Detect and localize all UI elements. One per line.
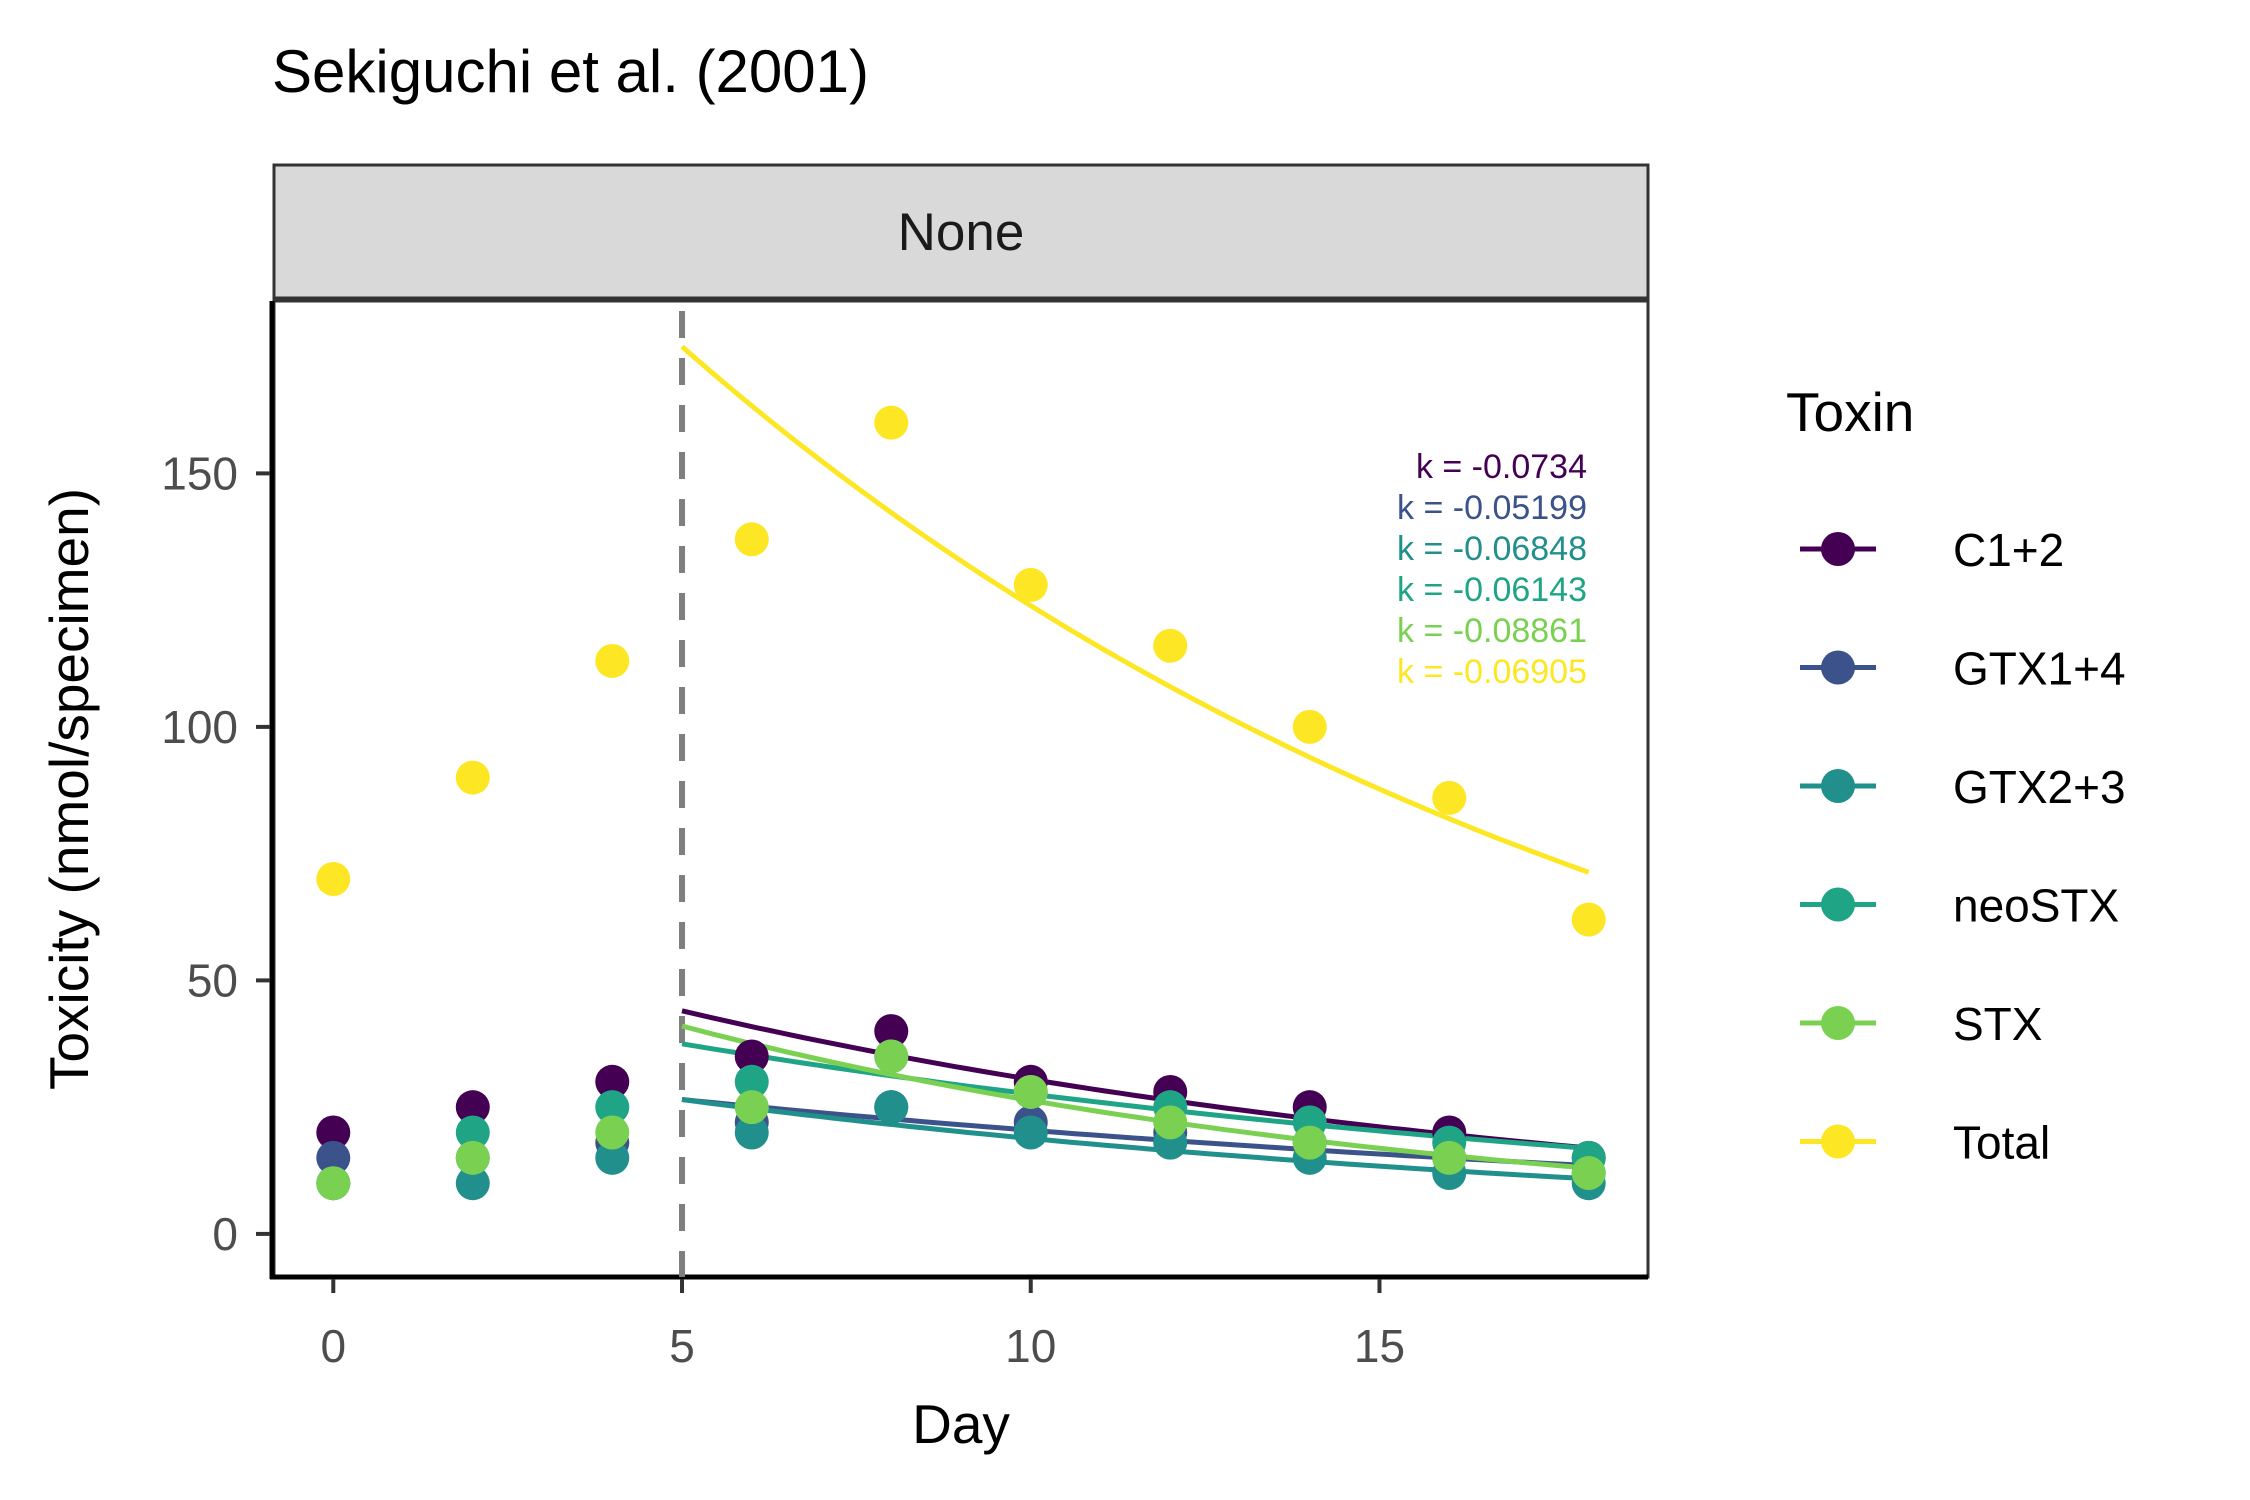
legend-label: Total: [1953, 1117, 2050, 1169]
point-Total: [734, 522, 769, 557]
x-tick-label: 5: [669, 1320, 695, 1372]
point-STX: [874, 1039, 909, 1074]
legend-label: GTX1+4: [1953, 643, 2126, 695]
point-Total: [595, 643, 630, 678]
point-STX: [455, 1140, 490, 1175]
point-neoSTX: [595, 1090, 630, 1125]
y-tick-label: 150: [161, 447, 238, 499]
point-STX: [1013, 1074, 1048, 1109]
facet-strip-label: None: [898, 203, 1025, 262]
legend-key-point: [1821, 769, 1855, 803]
point-STX: [316, 1166, 351, 1201]
k-label-STX: k = -0.08861: [1397, 612, 1587, 650]
point-STX: [1432, 1140, 1467, 1175]
k-label-GTX2+3: k = -0.06848: [1397, 530, 1587, 568]
point-GTX2+3: [874, 1090, 909, 1125]
point-STX: [1153, 1105, 1188, 1140]
legend-title: Toxin: [1786, 381, 1914, 443]
point-GTX2+3: [1013, 1115, 1048, 1150]
legend-key-point: [1821, 650, 1855, 685]
x-tick-label: 10: [1005, 1320, 1056, 1372]
legend-label: STX: [1953, 998, 2042, 1050]
point-C1+2: [734, 1039, 769, 1074]
point-STX: [734, 1090, 769, 1125]
k-label-C1+2: k = -0.0734: [1416, 448, 1587, 486]
point-GTX2+3: [595, 1140, 630, 1175]
point-STX: [1292, 1125, 1327, 1160]
y-tick-label: 100: [161, 701, 238, 753]
chart-title: Sekiguchi et al. (2001): [272, 38, 869, 105]
legend-key-point: [1821, 887, 1855, 922]
facet-strip: [272, 163, 1650, 300]
k-label-GTX1+4: k = -0.05199: [1397, 489, 1587, 527]
point-C1+2: [455, 1090, 490, 1125]
point-Total: [316, 861, 351, 896]
legend-key-point: [1821, 1124, 1855, 1159]
point-Total: [1292, 709, 1327, 744]
point-Total: [1153, 628, 1188, 663]
k-label-Total: k = -0.06905: [1397, 653, 1587, 691]
point-neoSTX: [455, 1115, 490, 1150]
point-STX: [595, 1115, 630, 1150]
legend: C1+2 GTX1+4 GTX2+3 neoSTX STX Total: [1800, 524, 2126, 1169]
legend-key-point: [1821, 532, 1855, 566]
x-axis-title: Day: [912, 1393, 1010, 1455]
point-GTX2+3: [455, 1166, 490, 1201]
x-tick-label: 15: [1354, 1320, 1405, 1372]
legend-key-point: [1821, 1006, 1855, 1040]
plot-panel: [272, 299, 1650, 1279]
point-Total: [1432, 780, 1467, 815]
y-axis-title: Toxicity (nmol/specimen): [38, 488, 100, 1090]
k-label-neoSTX: k = -0.06143: [1397, 571, 1587, 609]
x-tick-label: 0: [320, 1320, 346, 1372]
point-C1+2: [316, 1115, 351, 1150]
point-Total: [1571, 902, 1606, 937]
data-points: [316, 405, 1606, 1201]
point-C1+2: [595, 1064, 630, 1099]
point-GTX1+4: [316, 1140, 351, 1175]
point-STX: [1571, 1156, 1606, 1191]
y-tick-label: 0: [212, 1208, 238, 1260]
point-neoSTX: [734, 1064, 769, 1099]
y-tick-label: 50: [187, 954, 238, 1006]
point-C1+2: [874, 1014, 909, 1049]
point-Total: [1013, 567, 1048, 602]
legend-label: neoSTX: [1953, 880, 2119, 932]
point-Total: [455, 760, 490, 795]
point-Total: [874, 405, 909, 440]
legend-label: C1+2: [1953, 524, 2064, 576]
point-GTX2+3: [734, 1115, 769, 1150]
fit-line-Total: [680, 344, 1590, 875]
legend-label: GTX2+3: [1953, 761, 2126, 813]
